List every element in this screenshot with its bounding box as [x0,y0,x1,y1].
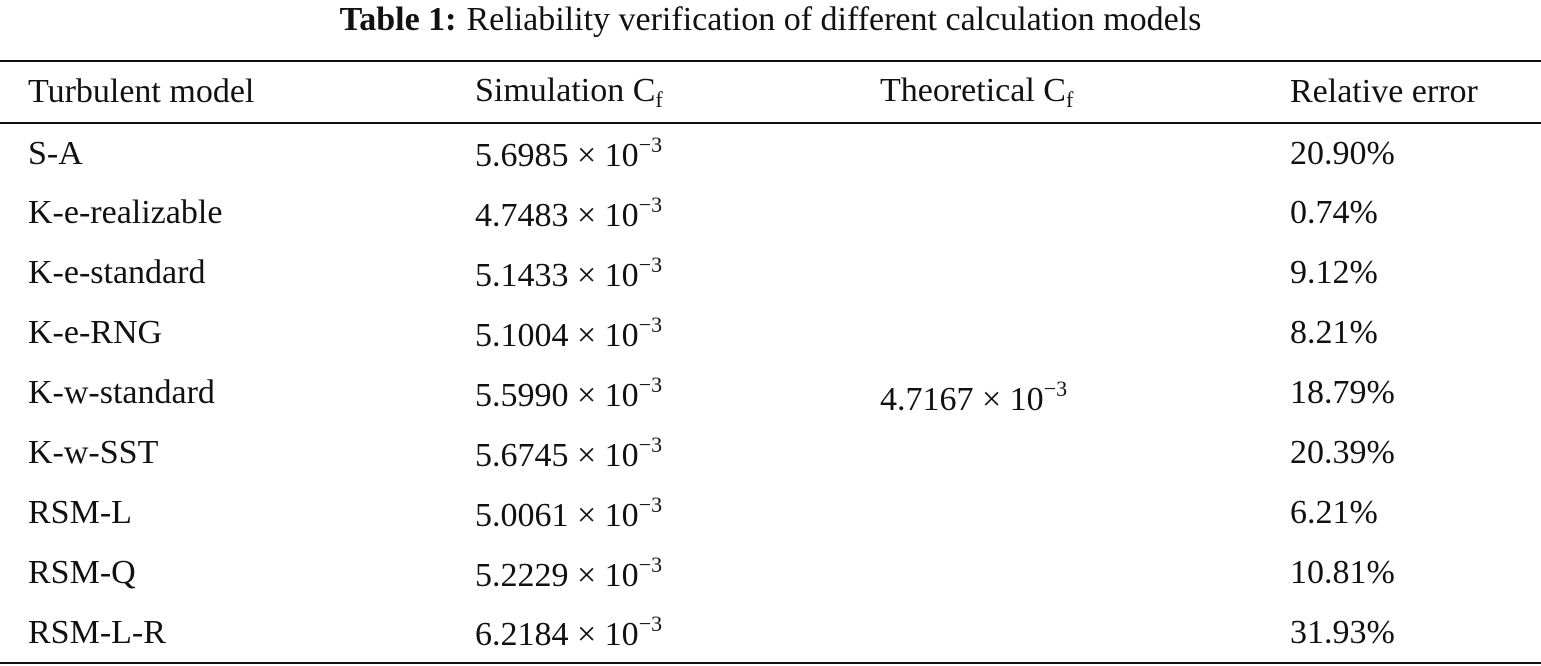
exponent: −3 [638,491,663,517]
header-text: Turbulent model [28,73,255,110]
simulation-cell: 5.6745 × 10−3 [447,423,852,483]
table-body: S-A 5.6985 × 10−3 4.7167 × 10−3 20.90% K-e-r… [0,123,1541,663]
simulation-cell: 5.5990 × 10−3 [447,363,852,423]
simulation-cell: 5.2229 × 10−3 [447,543,852,603]
table-row: K-w-SST 5.6745 × 10−3 20.39% [0,423,1541,483]
header-text: Simulation C [475,71,656,109]
error-cell: 0.74% [1290,194,1378,231]
table-row: K-e-standard 5.1433 × 10−3 9.12% [0,243,1541,303]
simulation-cell: 5.6985 × 10−3 [447,123,852,183]
model-cell: K-w-standard [28,374,215,411]
exponent: −3 [638,611,663,636]
table-row: S-A 5.6985 × 10−3 4.7167 × 10−3 20.90% [0,123,1541,418]
table-row: RSM-L 5.0061 × 10−3 6.21% [0,483,1541,543]
mantissa: 4.7167 × 10 [880,381,1044,418]
mantissa: 5.1433 × 10 [475,256,639,294]
table-row: RSM-Q 5.2229 × 10−3 10.81% [0,543,1541,603]
caption-text: Reliability verification of different ca… [466,1,1202,38]
header-text: Relative error [1290,73,1478,110]
error-cell: 18.79% [1290,374,1395,411]
error-cell: 8.21% [1290,314,1378,351]
error-cell: 9.12% [1290,254,1378,291]
header-cell: Simulation Cf [447,61,852,123]
caption-label: Table 1: [339,1,457,38]
header-subscript: f [655,86,663,112]
exponent: −3 [638,251,663,277]
mantissa: 5.2229 × 10 [475,556,639,594]
simulation-cell: 6.2184 × 10−3 [447,603,852,663]
exponent: −3 [638,311,663,337]
model-cell: K-w-SST [28,434,159,471]
error-cell: 20.90% [1290,134,1395,172]
table-row: K-e-RNG 5.1004 × 10−3 8.21% [0,303,1541,363]
model-cell: K-e-standard [28,254,206,291]
model-cell: RSM-L-R [28,613,166,651]
simulation-cell: 5.1433 × 10−3 [447,243,852,303]
error-cell: 31.93% [1290,613,1395,651]
mantissa: 5.1004 × 10 [475,316,639,354]
simulation-cell: 4.7483 × 10−3 [447,183,852,243]
mantissa: 5.6985 × 10 [475,137,639,174]
exponent: −3 [638,371,663,397]
simulation-cell: 5.1004 × 10−3 [447,303,852,363]
table-row: K-w-standard 5.5990 × 10−3 18.79% [0,363,1541,423]
mantissa: 5.6745 × 10 [475,436,639,474]
model-cell: K-e-realizable [28,194,223,231]
table-row: K-e-realizable 4.7483 × 10−3 0.74% [0,183,1541,243]
mantissa: 5.5990 × 10 [475,376,639,414]
theoretical-cell: 4.7167 × 10−3 [852,123,1262,663]
error-cell: 6.21% [1290,494,1378,531]
error-cell: 10.81% [1290,554,1395,591]
mantissa: 4.7483 × 10 [475,196,639,234]
table-caption: Table 1: Reliability verification of diff… [0,0,1541,62]
header-cell: Theoretical Cf [852,61,1262,123]
header-cell: Turbulent model [0,61,447,123]
exponent: −3 [638,191,663,217]
header-row: Turbulent model Simulation Cf Theoretical … [0,61,1541,123]
exponent: −3 [638,132,663,157]
error-cell: 20.39% [1290,434,1395,471]
model-cell: RSM-L [28,494,132,531]
exponent: −3 [1043,376,1068,401]
mantissa: 5.0061 × 10 [475,496,639,534]
header-text: Theoretical C [880,71,1066,109]
model-cell: RSM-Q [28,554,136,591]
mantissa: 6.2184 × 10 [475,616,639,653]
model-cell: K-e-RNG [28,314,163,351]
exponent: −3 [638,431,663,457]
simulation-cell: 5.0061 × 10−3 [447,483,852,543]
table: Turbulent model Simulation Cf Theoretical … [0,60,1541,664]
exponent: −3 [638,551,663,577]
header-cell: Relative error [1262,61,1541,123]
header-subscript: f [1065,86,1074,112]
table-row: RSM-L-R 6.2184 × 10−3 31.93% [0,603,1541,663]
model-cell: S-A [28,134,83,172]
